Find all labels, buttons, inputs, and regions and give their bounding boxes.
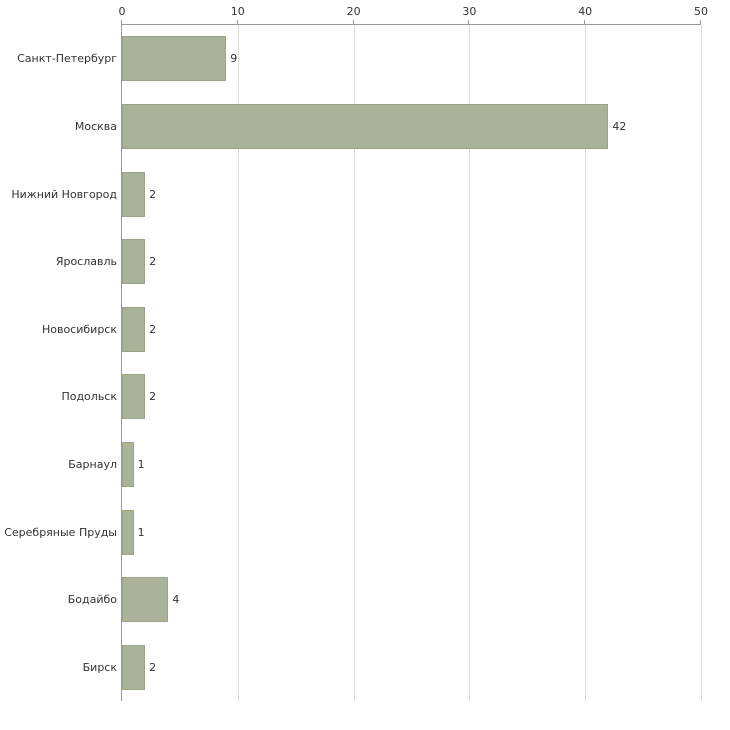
bar-row: Бирск 2 — [83, 644, 701, 690]
category-label: Бирск — [82, 660, 117, 674]
x-axis: 0 10 20 30 40 50 — [119, 0, 708, 24]
x-tick-label: 20 — [346, 5, 361, 18]
value-label: 9 — [230, 52, 238, 66]
gridline — [585, 25, 587, 701]
bar — [122, 374, 146, 420]
x-tick-label: 10 — [230, 5, 245, 18]
x-tick: 50 — [694, 5, 708, 24]
value-label: 1 — [137, 457, 145, 471]
category-label: Подольск — [61, 390, 117, 404]
bar — [122, 644, 146, 690]
x-tick: 40 — [578, 5, 592, 24]
x-tick: 0 — [119, 5, 126, 24]
value-label: 2 — [149, 322, 157, 336]
bar — [122, 171, 146, 217]
value-label: 2 — [149, 187, 157, 201]
bar-row: Ярославль 2 — [56, 239, 701, 285]
bar-row: Подольск 2 — [61, 374, 701, 420]
bar-row: Бодайбо 4 — [68, 577, 701, 623]
category-label: Новосибирск — [41, 322, 117, 336]
gridline — [353, 25, 355, 701]
bar — [122, 103, 609, 149]
bar-row: Барнаул 1 — [68, 441, 701, 487]
bar — [122, 306, 146, 352]
bar — [122, 577, 169, 623]
value-label: 2 — [149, 660, 157, 674]
value-label: 2 — [149, 255, 157, 269]
category-label: Серебряные Пруды — [4, 525, 117, 539]
category-label: Ярославль — [55, 255, 117, 269]
bar-row: Серебряные Пруды 1 — [4, 509, 701, 555]
category-label: Санкт-Петербург — [17, 52, 117, 66]
bar-row: Москва 42 — [75, 103, 701, 149]
gridline — [701, 25, 702, 701]
value-label: 1 — [137, 525, 145, 539]
x-tick-label: 40 — [578, 5, 593, 18]
gridline — [237, 25, 239, 701]
bar — [122, 36, 227, 82]
x-tick-label: 50 — [694, 5, 708, 18]
category-label: Барнаул — [68, 457, 117, 471]
bar — [122, 441, 134, 487]
x-tick-label: 0 — [118, 5, 126, 18]
category-label: Москва — [74, 119, 117, 133]
x-tick: 30 — [462, 5, 476, 24]
value-label: 2 — [149, 390, 157, 404]
bar — [122, 239, 146, 285]
gridline — [469, 25, 471, 701]
value-label: 4 — [172, 593, 180, 607]
bar — [122, 509, 134, 555]
x-tick-label: 30 — [462, 5, 477, 18]
bar-row: Санкт-Петербург 9 — [17, 36, 701, 82]
category-label: Бодайбо — [67, 593, 117, 607]
category-label: Нижний Новгород — [11, 187, 117, 201]
plot-area: Санкт-Петербург 9 Москва 42 Нижний Новгород 2… — [4, 24, 702, 701]
bar-row: Новосибирск 2 — [42, 306, 701, 352]
x-tick: 20 — [347, 5, 361, 24]
value-label: 42 — [612, 119, 627, 133]
bar-row: Нижний Новгород 2 — [11, 171, 701, 217]
x-tick: 10 — [231, 5, 245, 24]
